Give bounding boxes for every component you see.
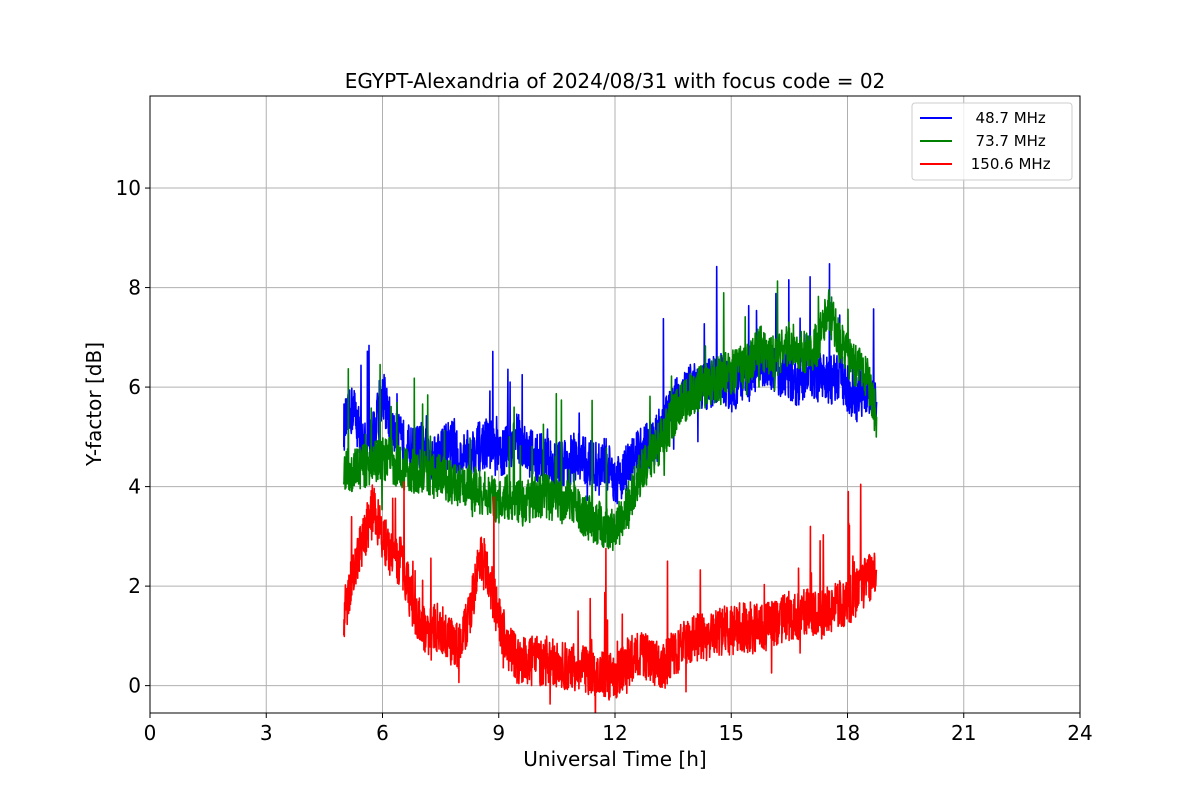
series-line [343,481,878,713]
x-tick-label: 21 [951,721,976,745]
x-tick-label: 24 [1067,721,1092,745]
y-tick-label: 0 [128,674,141,698]
series-layer [343,263,878,713]
y-tick-label: 2 [128,574,141,598]
series-line [343,280,878,552]
x-tick-label: 9 [492,721,505,745]
y-tick-label: 6 [128,375,141,399]
legend: 48.7 MHz 73.7 MHz 150.6 MHz [911,102,1073,181]
y-tick-label: 10 [116,176,141,200]
legend-label: 48.7 MHz [966,109,1046,127]
x-tick-label: 3 [260,721,273,745]
chart-title: EGYPT-Alexandria of 2024/08/31 with focu… [345,69,886,93]
x-tick-label: 0 [144,721,157,745]
x-tick-label: 12 [602,721,627,745]
x-axis-label: Universal Time [h] [523,747,706,771]
x-tick-label: 6 [376,721,389,745]
x-tick-label: 18 [835,721,860,745]
y-axis-label: Y-factor [dB] [82,342,106,467]
legend-label: 73.7 MHz [966,132,1046,150]
y-tick-label: 4 [128,475,141,499]
legend-label: 150.6 MHz [966,155,1051,173]
y-tick-label: 8 [128,276,141,300]
legend-box [911,102,1073,181]
x-tick-label: 15 [719,721,744,745]
